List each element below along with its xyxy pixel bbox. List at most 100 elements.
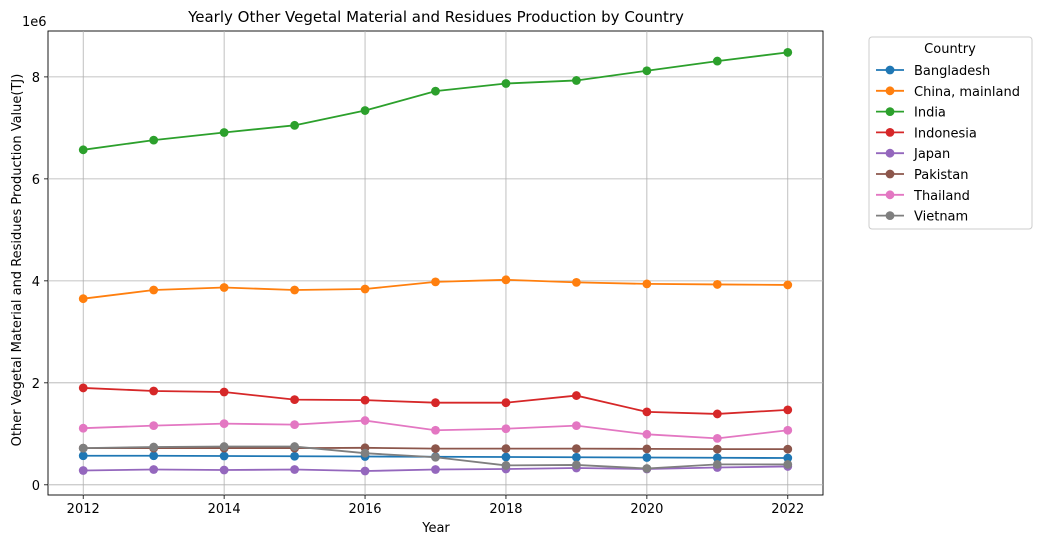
legend-marker (885, 127, 895, 137)
chart-title: Yearly Other Vegetal Material and Residu… (187, 8, 684, 26)
y-offset-label: 1e6 (22, 15, 47, 30)
data-point (219, 387, 229, 397)
data-point (290, 465, 299, 474)
data-point (642, 444, 652, 454)
data-point (360, 416, 370, 425)
data-point (290, 420, 299, 430)
data-point (572, 460, 581, 470)
data-point (219, 283, 229, 292)
data-point (290, 285, 299, 295)
data-point (501, 424, 511, 434)
data-point (572, 444, 581, 453)
legend-item: Vietnam (876, 210, 968, 225)
y-tick-label: 8 (32, 71, 40, 86)
legend-box (868, 36, 1033, 230)
data-point (360, 106, 370, 115)
data-point (572, 277, 581, 287)
y-tick-label: 0 (32, 479, 40, 494)
data-point (501, 444, 511, 453)
data-point (642, 429, 652, 439)
y-tick-label: 6 (32, 173, 40, 188)
data-point (431, 452, 440, 462)
data-point (712, 56, 722, 66)
x-axis-label: Year (421, 521, 450, 536)
data-point (360, 466, 370, 476)
legend-marker (885, 148, 895, 158)
data-point (501, 275, 511, 285)
legend-item: Bangladesh (876, 64, 990, 79)
data-point (290, 120, 299, 130)
data-point (501, 398, 511, 408)
data-point (290, 395, 299, 405)
legend-label: Japan (913, 147, 950, 162)
legend-item: India (876, 106, 946, 121)
data-point (149, 386, 159, 396)
data-point (501, 461, 511, 470)
data-point (290, 451, 299, 461)
data-point (219, 128, 229, 137)
data-point (149, 421, 159, 431)
legend-marker (885, 190, 895, 200)
y-axis: 0 2 4 6 8 (32, 71, 48, 494)
data-point (783, 425, 793, 435)
legend-label: Thailand (913, 189, 970, 204)
legend-item: Indonesia (876, 126, 977, 141)
series-india (78, 48, 793, 155)
x-tick-label: 2022 (771, 502, 804, 517)
legend-label: Pakistan (914, 168, 968, 183)
data-point (642, 66, 652, 76)
data-point (360, 448, 370, 458)
data-point (712, 460, 722, 469)
y-tick-label: 2 (32, 377, 40, 392)
data-point (712, 280, 722, 289)
legend-marker (885, 107, 895, 116)
data-point (431, 425, 440, 435)
data-point (712, 434, 722, 443)
axes-frame (47, 30, 824, 496)
data-point (78, 423, 88, 433)
legend-item: Thailand (876, 189, 970, 204)
data-point (149, 442, 159, 452)
legend-label: Indonesia (914, 126, 977, 141)
data-point (783, 48, 793, 57)
y-axis-label: Other Vegetal Material and Residues Prod… (10, 74, 25, 447)
data-point (360, 284, 370, 294)
data-point (783, 280, 793, 290)
data-point (572, 76, 581, 85)
y-tick-label: 4 (32, 275, 40, 290)
data-point (712, 453, 722, 463)
data-point (149, 465, 159, 474)
data-point (572, 391, 581, 400)
data-point (642, 453, 652, 462)
series-indonesia (78, 383, 793, 419)
data-point (78, 451, 88, 461)
data-point (149, 285, 159, 295)
data-point (501, 452, 511, 462)
data-point (78, 294, 88, 304)
data-point (642, 464, 652, 473)
data-point (712, 444, 722, 454)
data-point (219, 465, 229, 475)
data-point (431, 277, 440, 287)
legend-label: Bangladesh (914, 64, 990, 79)
data-point (431, 465, 440, 474)
legend-title: Country (924, 42, 976, 57)
data-point (290, 442, 299, 451)
legend: Country Bangladesh China, mainland India In… (868, 36, 1033, 230)
data-point (149, 451, 159, 461)
legend-marker (885, 86, 895, 96)
x-tick-label: 2012 (67, 502, 100, 517)
data-point (78, 145, 88, 155)
data-point (783, 444, 793, 454)
x-tick-label: 2018 (489, 502, 522, 517)
series-layer (78, 48, 793, 476)
data-point (78, 466, 88, 475)
data-point (149, 135, 159, 145)
legend-items: Bangladesh China, mainland India Indonesia J… (876, 64, 1020, 225)
data-point (783, 453, 793, 463)
legend-item: Pakistan (876, 168, 968, 183)
data-point (360, 395, 370, 405)
x-tick-label: 2016 (348, 502, 381, 517)
data-point (78, 443, 88, 453)
